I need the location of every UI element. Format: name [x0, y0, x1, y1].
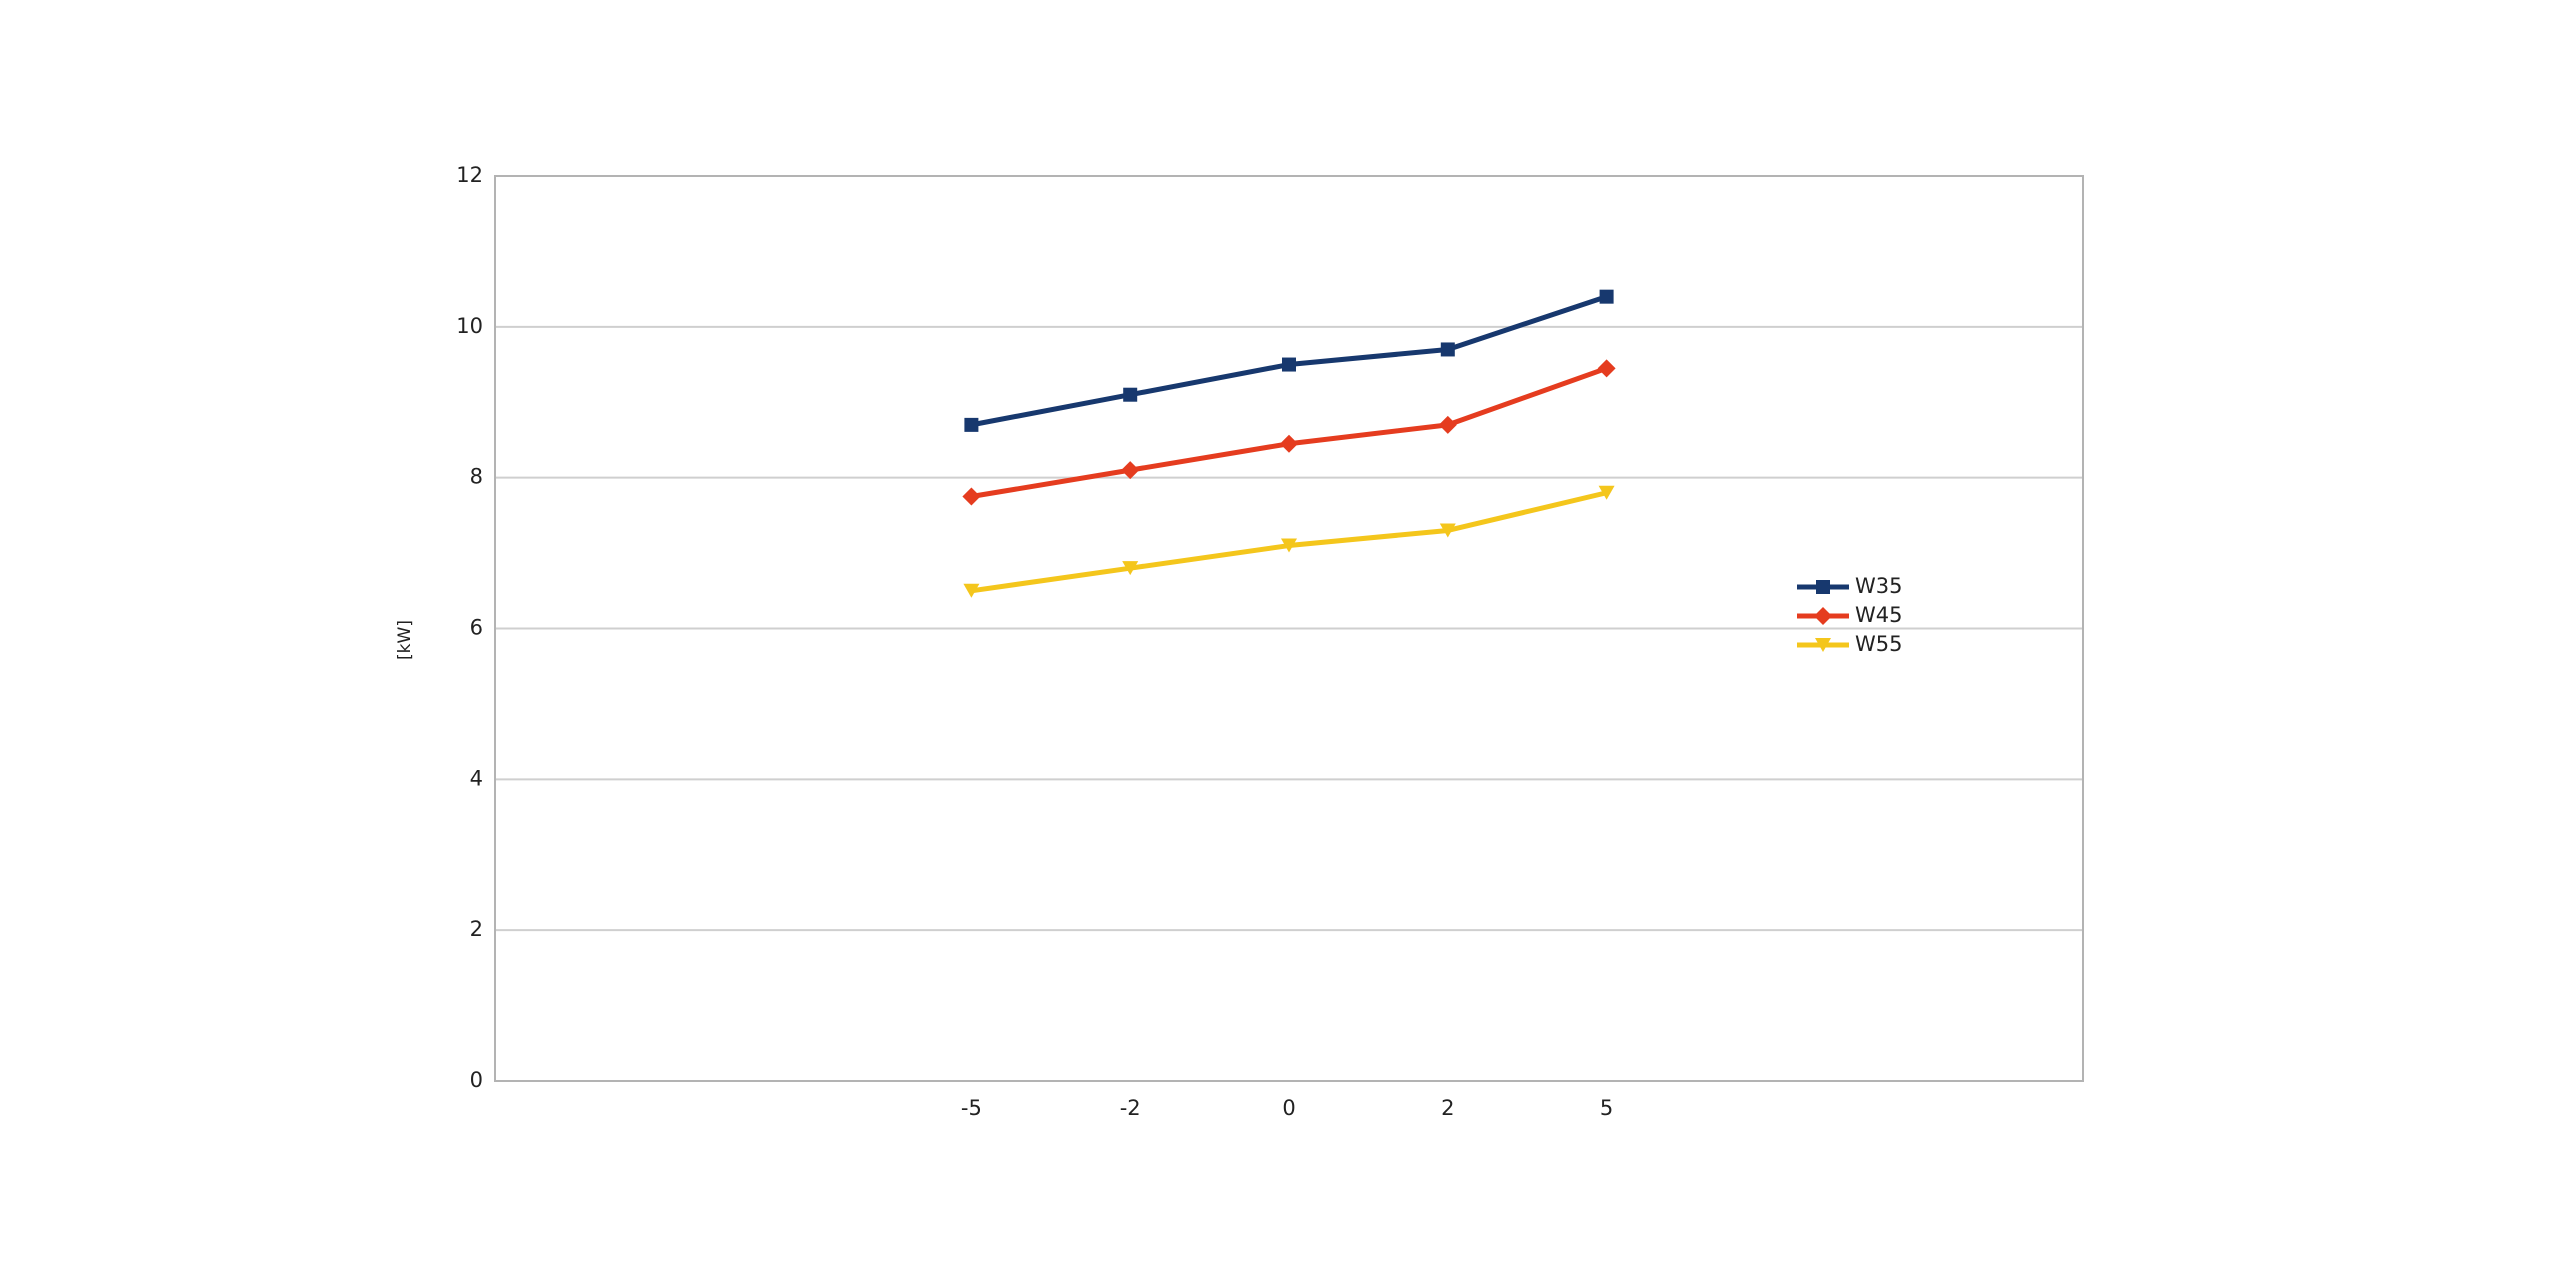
y-tick-label: 12: [456, 163, 483, 187]
data-point: [1282, 357, 1296, 372]
x-tick-label: 5: [1600, 1096, 1613, 1120]
y-tick-label: 10: [456, 314, 483, 338]
legend-marker: [1815, 638, 1831, 652]
y-tick-label: 8: [470, 465, 483, 489]
y-tick-label: 6: [470, 616, 483, 640]
x-tick-label: -5: [961, 1096, 982, 1120]
legend-marker: [1814, 607, 1832, 625]
data-point: [962, 487, 981, 506]
x-tick-label: 0: [1282, 1096, 1295, 1120]
data-point: [1599, 289, 1614, 304]
data-point: [963, 583, 980, 598]
legend-label: W35: [1855, 574, 1903, 598]
data-point: [1440, 342, 1455, 357]
data-point: [1281, 538, 1297, 553]
data-point: [1597, 359, 1616, 378]
data-point: [1438, 415, 1457, 434]
data-point: [1122, 561, 1139, 576]
legend-label: W55: [1855, 632, 1903, 656]
plot-border: [494, 175, 2084, 1082]
y-tick-label: 4: [470, 766, 483, 790]
data-point: [1439, 523, 1456, 538]
data-point: [1280, 434, 1298, 453]
y-tick-label: 2: [470, 917, 483, 941]
x-tick-label: 2: [1441, 1096, 1454, 1120]
data-point: [964, 417, 979, 432]
x-tick-label: -2: [1120, 1096, 1141, 1120]
data-point: [1123, 387, 1138, 402]
legend-label: W45: [1855, 603, 1903, 627]
data-point: [1598, 485, 1615, 500]
data-point: [1121, 461, 1140, 480]
y-tick-label: 0: [470, 1068, 483, 1092]
y-axis-label: [kW]: [395, 620, 415, 660]
legend-marker: [1816, 580, 1830, 594]
